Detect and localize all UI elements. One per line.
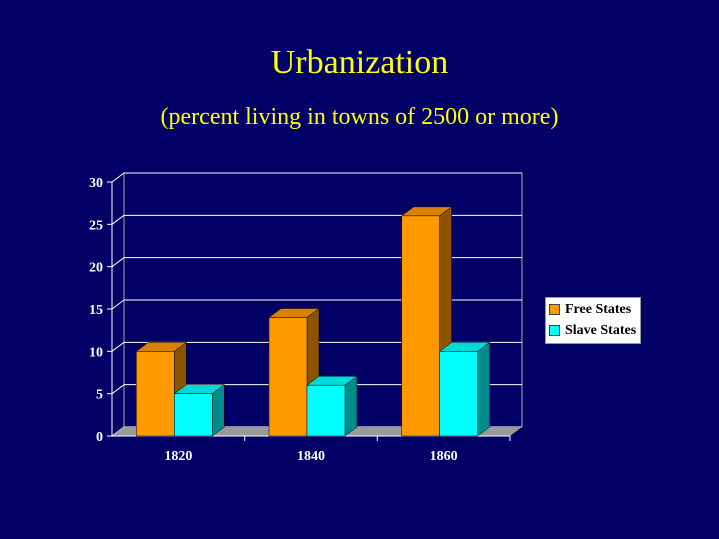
x-tick-label: 1860 (430, 449, 458, 464)
gridline-side (111, 341, 125, 352)
bar-slave-states-1840 (306, 375, 358, 437)
slide-title: Urbanization (270, 44, 449, 81)
bar-front (439, 351, 478, 437)
bar-side (344, 375, 358, 437)
y-tick-label: 15 (89, 303, 103, 318)
gridline-side (111, 257, 125, 268)
bar-front (306, 384, 346, 437)
gridline-side (111, 299, 125, 310)
bar-side (212, 384, 225, 437)
legend-label-slave-states: Slave States (565, 322, 637, 338)
legend-item-slave-states: Slave States (549, 320, 636, 341)
legend-swatch-free-states (549, 304, 560, 315)
chart-bars (135, 206, 491, 437)
bar-front (401, 215, 440, 437)
y-tick-label: 25 (89, 218, 103, 233)
y-axis-ticks: 0 5 10 15 20 25 30 (89, 176, 103, 445)
y-tick-label: 10 (89, 345, 103, 360)
y-tick-label: 20 (89, 261, 103, 276)
gridline-side (111, 214, 125, 225)
bar-slave-states-1860 (438, 341, 491, 437)
y-tick-label: 0 (96, 430, 103, 445)
gridline-side (111, 172, 125, 183)
legend-swatch-slave-states (549, 325, 560, 336)
y-tick-label: 5 (96, 388, 103, 403)
x-tick-label: 1820 (164, 449, 192, 464)
bar-free-states-1860 (400, 206, 453, 437)
x-tick-label: 1840 (297, 449, 325, 464)
chart-legend: Free States Slave States (545, 297, 642, 344)
bar-front (136, 351, 175, 437)
bar-side (477, 341, 490, 437)
x-axis-ticks: 1820 1840 1860 (164, 449, 457, 464)
bar-slave-states-1820 (173, 384, 226, 437)
gridline-side (111, 384, 125, 395)
bar-front (174, 393, 213, 437)
legend-item-free-states: Free States (549, 299, 636, 320)
legend-label-free-states: Free States (565, 301, 632, 317)
y-tick-label: 30 (89, 176, 103, 191)
bar-front (268, 317, 308, 437)
slide-subtitle: (percent living in towns of 2500 or more… (160, 104, 559, 130)
